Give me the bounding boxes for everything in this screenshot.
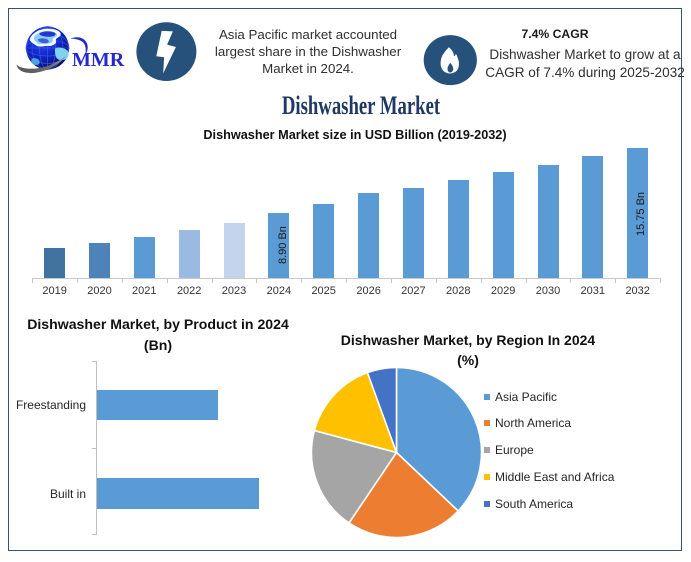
svg-text:MMR: MMR [72,49,125,71]
